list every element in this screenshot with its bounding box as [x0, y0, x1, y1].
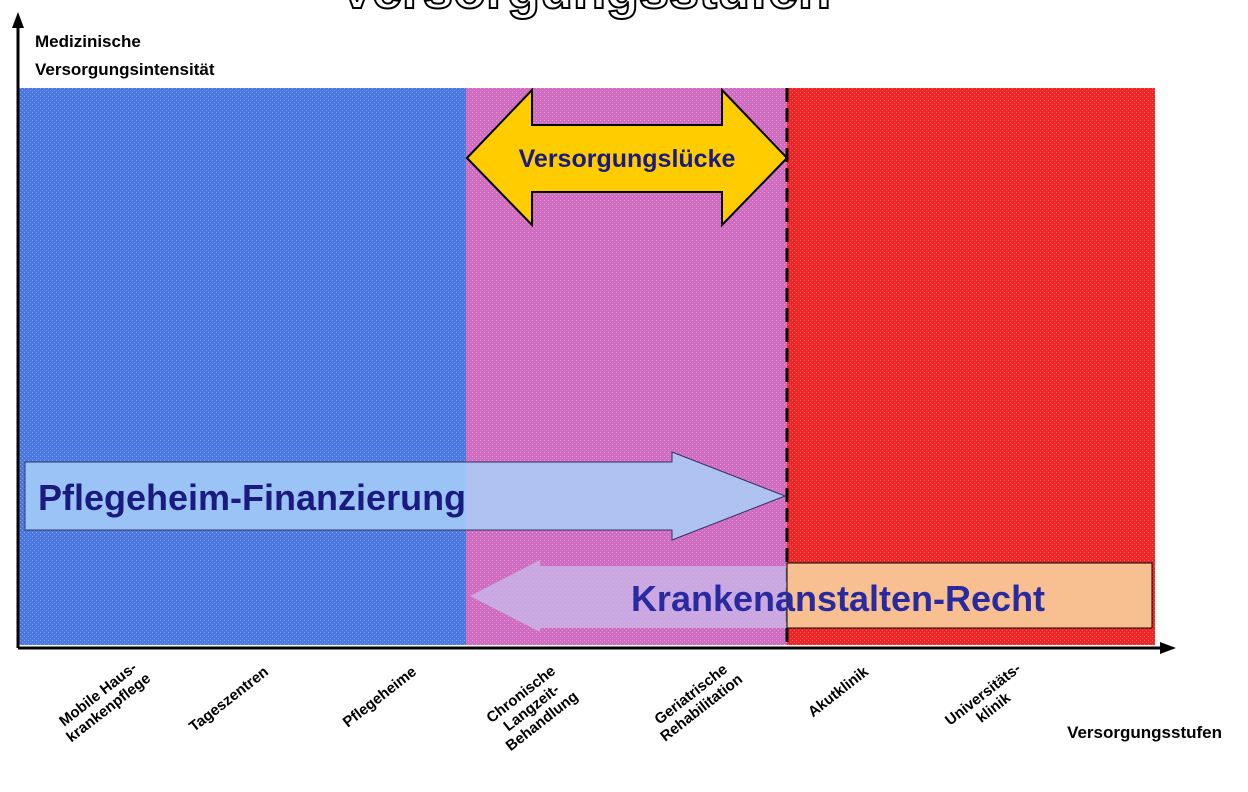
- title: Versorgungsstufen: [339, 0, 831, 20]
- y-axis-label: Medizinische: [35, 32, 141, 51]
- law-arrow: [470, 560, 787, 632]
- category-labels: Mobile Haus-krankenpflege Tageszentren Pfl…: [56, 659, 1024, 755]
- x-axis-label: Versorgungsstufen: [1067, 723, 1222, 742]
- y-axis-label: Versorgungsintensität: [35, 60, 215, 79]
- category-label: Tageszentren: [186, 663, 272, 735]
- y-axis-arrow: [12, 12, 24, 28]
- law-label: Krankenanstalten-Recht: [631, 578, 1045, 619]
- financing-arrow: [24, 451, 787, 541]
- gap-label: Versorgungslücke: [519, 145, 736, 173]
- x-axis-arrow: [1160, 642, 1176, 654]
- category-label: Akutklinik: [805, 663, 872, 721]
- category-label: Pflegeheime: [340, 663, 420, 731]
- law-box: [786, 562, 1153, 629]
- financing-label: Pflegeheim-Finanzierung: [38, 477, 466, 518]
- gap-arrow: [465, 87, 789, 228]
